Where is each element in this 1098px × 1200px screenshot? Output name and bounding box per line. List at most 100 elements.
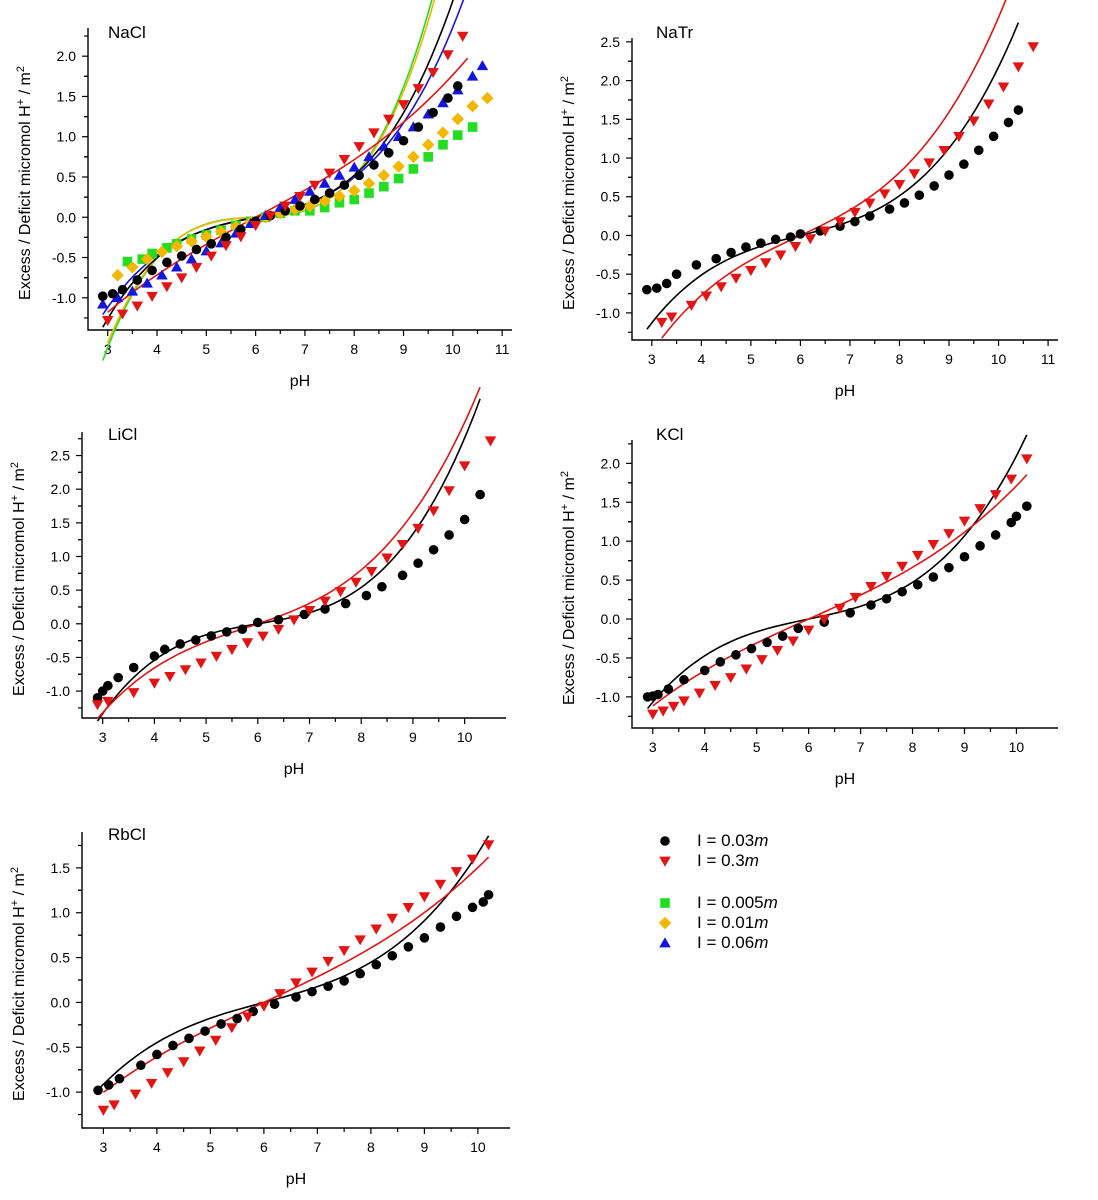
data-point — [928, 572, 939, 582]
data-point — [103, 1080, 114, 1090]
y-tick-label: -1.0 — [52, 290, 76, 306]
data-point — [363, 151, 375, 162]
panel-rbcl: 3 4 5 6 7 8 9 10 -1.0 -0.5 0.0 0.5 1.0 1.5 RbCl pH Exces… — [9, 825, 510, 1188]
data-point — [982, 99, 995, 110]
data-point — [741, 242, 751, 252]
data-point — [428, 544, 439, 555]
data-point — [459, 514, 470, 525]
data-point — [715, 657, 726, 667]
data-point — [129, 1089, 142, 1100]
data-point — [974, 504, 986, 515]
data-point — [269, 999, 280, 1010]
legend-label: I = 0.3m — [697, 851, 759, 870]
data-point — [444, 530, 454, 540]
data-point — [349, 194, 360, 205]
x-tick-label: 9 — [421, 1139, 429, 1155]
panel-nacl: 3 4 5 6 7 8 9 10 11-1.0-0.50.00.51.01.52.0NaClpH… — [15, 0, 512, 390]
data-point — [756, 655, 768, 666]
fit-line — [102, 0, 433, 361]
data-point — [451, 112, 465, 126]
data-point — [383, 148, 394, 158]
x-tick-label: 6 — [260, 1139, 268, 1155]
data-point — [1011, 511, 1022, 522]
data-point — [475, 489, 485, 500]
y-tick-label: 2.0 — [57, 48, 77, 64]
data-point — [377, 169, 391, 182]
y-tick-label: 1.0 — [51, 548, 71, 564]
data-point — [210, 651, 223, 662]
data-point — [127, 688, 140, 699]
data-point — [162, 257, 172, 268]
data-point — [347, 184, 361, 197]
data-point — [421, 138, 435, 152]
data-point — [973, 145, 984, 156]
data-point — [407, 150, 420, 164]
data-point — [653, 689, 663, 700]
fit-line — [106, 0, 436, 344]
y-tick-label: -0.5 — [46, 649, 70, 665]
x-tick-label: 10 — [445, 341, 461, 357]
data-point — [1003, 117, 1014, 128]
data-point — [419, 933, 430, 943]
data-point — [353, 142, 365, 153]
data-point — [221, 232, 231, 243]
panel-natr: 3 4 5 6 7 8 9 10 11 -1.0 -0.5 0.0 0.5 1.0 1.5 2.0 2.5 NaT… — [559, 0, 1058, 400]
x-tick-label: 5 — [207, 1139, 215, 1155]
data-point — [452, 130, 463, 140]
series-i-0-03m — [92, 489, 485, 703]
x-tick-label: 7 — [306, 729, 314, 745]
series-i-0-3m — [91, 436, 497, 711]
data-point — [484, 436, 497, 447]
x-tick-label: 4 — [701, 739, 709, 755]
data-point — [746, 643, 757, 654]
data-point — [289, 193, 301, 204]
data-point — [665, 312, 678, 323]
y-tick-label: 1.5 — [601, 494, 621, 510]
data-point — [354, 935, 366, 946]
data-point — [657, 706, 669, 717]
data-point — [944, 562, 954, 573]
data-point — [164, 671, 176, 683]
data-point — [235, 232, 247, 243]
y-tick-label: -0.5 — [596, 266, 620, 282]
data-point — [771, 645, 784, 656]
data-point — [176, 251, 187, 261]
x-tick-label: 11 — [1041, 351, 1056, 367]
data-point — [715, 282, 727, 293]
x-tick-label: 5 — [202, 341, 210, 357]
data-point — [258, 1001, 270, 1012]
data-point — [693, 688, 706, 699]
data-point — [318, 177, 331, 188]
y-tick-label: 0.0 — [57, 209, 77, 225]
data-point — [647, 709, 659, 720]
y-tick-label: 1.5 — [51, 860, 71, 876]
y-tick-label: 1.0 — [601, 150, 621, 166]
data-point — [299, 609, 310, 620]
data-point — [146, 291, 158, 302]
data-point — [195, 658, 207, 669]
data-point — [467, 122, 478, 132]
data-point — [793, 623, 804, 634]
x-tick-label: 4 — [153, 341, 161, 357]
data-point — [303, 606, 316, 617]
data-point — [893, 180, 906, 191]
y-tick-label: -0.5 — [596, 650, 620, 666]
data-point — [386, 913, 399, 924]
data-point — [170, 261, 183, 272]
data-point — [229, 220, 243, 234]
axis-lines — [81, 832, 510, 1129]
x-tick-label: 9 — [400, 341, 408, 357]
data-point — [290, 978, 302, 989]
data-point — [322, 956, 334, 967]
data-point — [149, 651, 160, 661]
data-point — [908, 169, 921, 180]
data-point — [97, 298, 109, 309]
data-point — [997, 82, 1010, 93]
data-point — [175, 273, 188, 284]
data-point — [126, 285, 139, 296]
data-point — [819, 226, 831, 237]
y-tick-label: 0.0 — [601, 611, 621, 627]
data-point — [323, 981, 333, 992]
data-point — [274, 989, 286, 1000]
